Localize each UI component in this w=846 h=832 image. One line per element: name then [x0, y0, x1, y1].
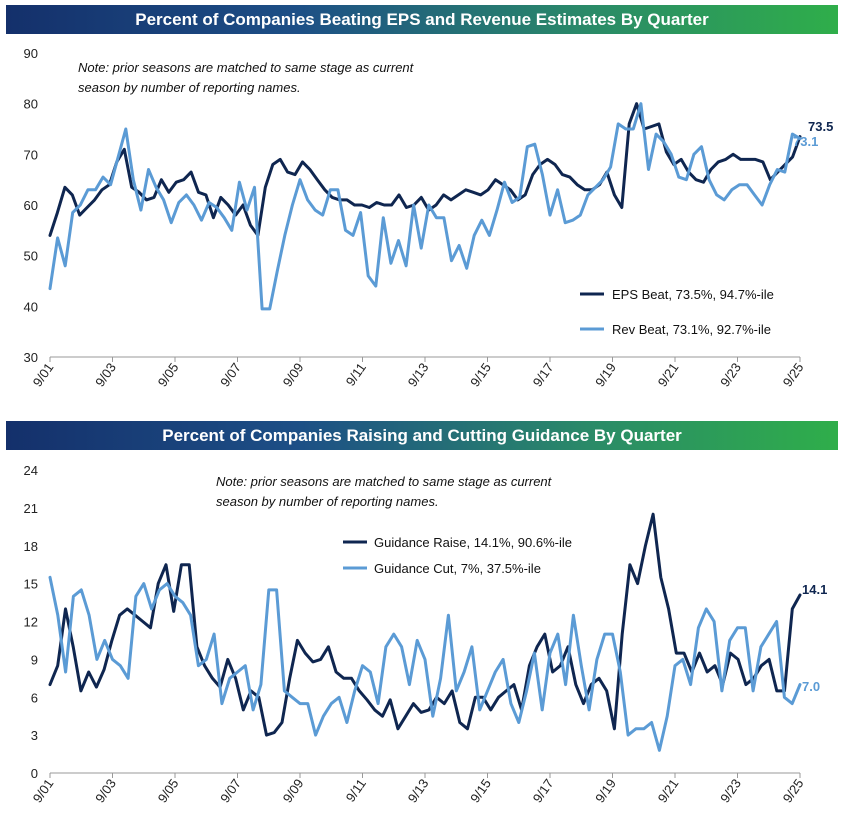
x-tick-label: 9/09 [280, 360, 307, 389]
series-line-light [48, 102, 802, 311]
x-tick-label: 9/25 [780, 776, 807, 805]
y-axis: 0 3 6 9 12 15 18 21 24 [24, 463, 38, 781]
series-line-light [48, 575, 802, 752]
x-tick-label: 9/19 [592, 360, 619, 389]
chart-note-line-1: Note: prior seasons are matched to same … [78, 60, 415, 75]
x-tick-label: 9/17 [530, 776, 557, 805]
y-tick-label: 6 [31, 690, 38, 705]
y-tick-label: 21 [24, 501, 38, 516]
x-tick-label: 9/11 [343, 360, 369, 389]
x-axis: 9/01 9/03 9/05 9/07 9/09 9/11 9/13 9/15 9/17 9/19… [30, 772, 807, 805]
y-tick-label: 0 [31, 766, 38, 781]
series-lines [48, 102, 802, 311]
end-label-raise: 14.1 [802, 582, 827, 597]
y-tick-label: 80 [24, 97, 38, 112]
chart-note-line-2: season by number of reporting names. [216, 494, 439, 509]
x-axis: 9/01 9/03 9/05 9/07 9/09 9/11 9/13 9/15 9/17 9/19… [30, 356, 807, 389]
end-label-eps: 73.5 [808, 119, 833, 134]
y-tick-label: 70 [24, 147, 38, 162]
x-tick-label: 9/19 [592, 776, 619, 805]
x-tick-label: 9/05 [155, 776, 182, 805]
series-lines [48, 512, 802, 752]
series-line-dark [48, 512, 802, 737]
chart-title-guidance: Percent of Companies Raising and Cutting… [6, 421, 838, 450]
x-tick-label: 9/07 [217, 360, 244, 389]
series-line-dark [48, 102, 802, 237]
legend-label-rev: Rev Beat, 73.1%, 92.7%-ile [612, 322, 771, 337]
legend-label-cut: Guidance Cut, 7%, 37.5%-ile [374, 561, 541, 576]
x-tick-label: 9/07 [217, 776, 244, 805]
x-tick-label: 9/21 [655, 776, 682, 805]
x-tick-label: 9/21 [655, 360, 682, 389]
x-tick-label: 9/25 [780, 360, 807, 389]
legend: Guidance Raise, 14.1%, 90.6%-ile Guidanc… [343, 535, 572, 576]
x-tick-label: 9/03 [92, 776, 119, 805]
y-tick-label: 90 [24, 46, 38, 61]
y-tick-label: 40 [24, 299, 38, 314]
y-tick-label: 24 [24, 463, 38, 478]
eps-revenue-panel: Percent of Companies Beating EPS and Rev… [0, 0, 846, 410]
legend: EPS Beat, 73.5%, 94.7%-ile Rev Beat, 73.… [580, 287, 774, 337]
guidance-panel: Percent of Companies Raising and Cutting… [0, 416, 846, 832]
x-tick-label: 9/11 [343, 776, 369, 805]
x-tick-label: 9/03 [92, 360, 119, 389]
chart-note-line-2: season by number of reporting names. [78, 80, 301, 95]
x-tick-label: 9/05 [155, 360, 182, 389]
y-tick-label: 50 [24, 249, 38, 264]
x-tick-label: 9/13 [405, 360, 432, 389]
legend-label-eps: EPS Beat, 73.5%, 94.7%-ile [612, 287, 774, 302]
end-label-rev: 73.1 [793, 134, 818, 149]
chart-title-eps-revenue: Percent of Companies Beating EPS and Rev… [6, 5, 838, 34]
y-tick-label: 60 [24, 198, 38, 213]
x-tick-label: 9/13 [405, 776, 432, 805]
x-tick-label: 9/23 [717, 360, 744, 389]
x-tick-label: 9/17 [530, 360, 557, 389]
legend-label-raise: Guidance Raise, 14.1%, 90.6%-ile [374, 535, 572, 550]
y-tick-label: 9 [31, 652, 38, 667]
y-tick-label: 18 [24, 539, 38, 554]
chart-note-line-1: Note: prior seasons are matched to same … [216, 474, 553, 489]
y-tick-label: 3 [31, 728, 38, 743]
y-tick-label: 15 [24, 577, 38, 592]
x-tick-label: 9/23 [717, 776, 744, 805]
x-tick-label: 9/15 [467, 360, 494, 389]
y-axis: 30 40 50 60 70 80 90 [24, 46, 38, 365]
y-tick-label: 12 [24, 615, 38, 630]
y-tick-label: 30 [24, 350, 38, 365]
x-tick-label: 9/09 [280, 776, 307, 805]
x-tick-label: 9/15 [467, 776, 494, 805]
end-label-cut: 7.0 [802, 679, 820, 694]
